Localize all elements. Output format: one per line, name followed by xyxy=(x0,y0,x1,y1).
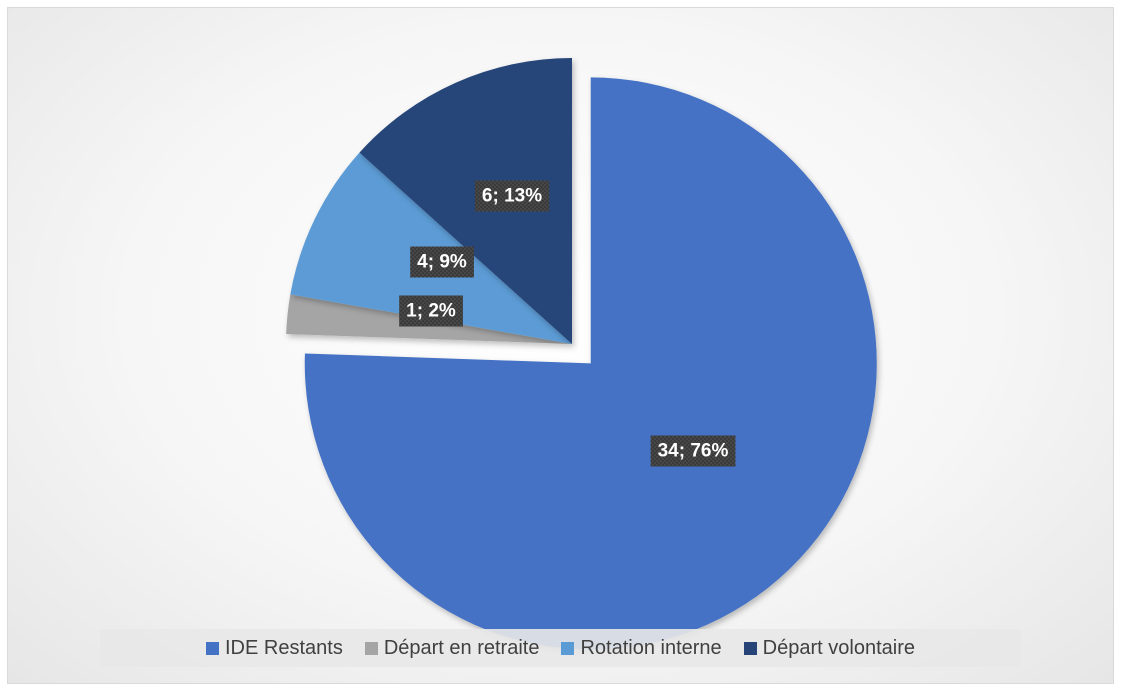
legend: IDE Restants Départ en retraite Rotation… xyxy=(100,629,1021,667)
legend-label: Rotation interne xyxy=(580,636,722,659)
legend-item-ide-restants: IDE Restants xyxy=(206,637,343,660)
legend-swatch xyxy=(743,641,757,655)
legend-swatch xyxy=(206,641,219,655)
slice-depart-volontaire xyxy=(359,58,572,344)
data-label-text: 1; 2% xyxy=(406,301,456,322)
legend-item-rotation-interne: Rotation interne xyxy=(561,636,722,660)
data-label: 4; 9% xyxy=(410,246,474,278)
legend-swatch xyxy=(561,641,575,655)
legend-swatch xyxy=(364,641,378,655)
data-label: 6; 13% xyxy=(474,180,550,212)
data-label-box xyxy=(399,295,463,327)
data-label-box xyxy=(410,246,474,278)
data-label-text: 4; 9% xyxy=(417,252,467,273)
data-label: 1; 2% xyxy=(399,295,463,327)
legend-label: IDE Restants xyxy=(225,636,343,659)
data-label-text: 6; 13% xyxy=(482,186,542,207)
slice-ide-restants xyxy=(304,77,877,650)
data-label-box xyxy=(650,435,736,467)
data-label-box xyxy=(474,180,550,212)
legend-item-depart-volontaire: Départ volontaire xyxy=(743,636,915,660)
legend-label: Départ volontaire xyxy=(762,636,915,659)
legend-item-depart-retraite: Départ en retraite xyxy=(364,636,540,660)
data-label-text: 34; 76% xyxy=(658,441,729,462)
data-label: 34; 76% xyxy=(650,435,736,467)
legend-label: Départ en retraite xyxy=(383,636,540,659)
